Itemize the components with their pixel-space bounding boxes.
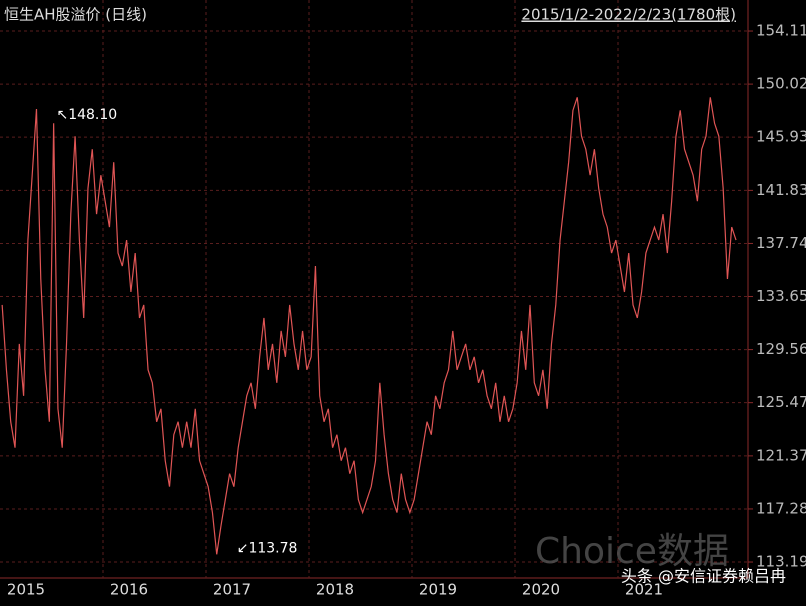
y-tick-label: 113.19	[756, 553, 806, 571]
y-tick-label: 125.47	[756, 393, 806, 411]
y-tick-label: 133.65	[756, 287, 806, 305]
credit: 头条 @安信证券赖吕冉	[621, 567, 786, 586]
y-tick-label: 129.56	[756, 340, 806, 358]
price-line	[1, 97, 737, 555]
y-tick-label: 150.02	[756, 75, 806, 93]
y-tick-label: 141.83	[756, 181, 806, 199]
x-tick-label: 2016	[110, 581, 148, 599]
x-tick-label: 2019	[419, 581, 457, 599]
x-tick-label: 2021	[625, 581, 663, 599]
x-tick-label: 2020	[522, 581, 560, 599]
y-tick-label: 117.28	[756, 499, 806, 517]
chart-title: 恒生AH股溢价 (日线)	[4, 6, 147, 24]
y-tick-label: 154.11	[756, 22, 806, 40]
annotation: ↖148.10	[56, 107, 117, 123]
y-tick-label: 121.37	[756, 446, 806, 464]
x-tick-label: 2017	[213, 581, 251, 599]
annotation: ↙113.78	[237, 540, 298, 556]
x-tick-label: 2018	[316, 581, 354, 599]
date-range: 2015/1/2-2022/2/23(1780根)	[521, 6, 736, 24]
y-tick-label: 145.93	[756, 128, 806, 146]
x-tick-label: 2015	[7, 581, 45, 599]
watermark: Choice数据	[535, 531, 729, 572]
y-tick-label: 137.74	[756, 234, 806, 252]
